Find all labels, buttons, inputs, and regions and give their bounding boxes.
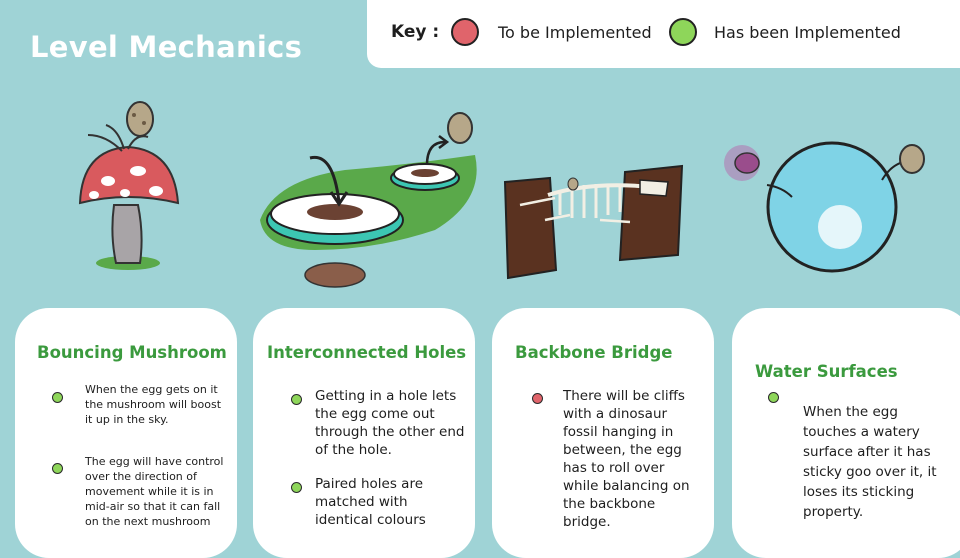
bullet-text: When the egg gets on it the mushroom wil… xyxy=(85,383,222,426)
card-title: Water Surfaces xyxy=(755,362,898,381)
holes-illustration xyxy=(260,112,477,288)
backbone-bridge-illustration xyxy=(503,164,684,280)
mechanic-card-bouncing-mushroom: Bouncing Mushroom When the egg gets on i… xyxy=(15,308,237,558)
egg-icon xyxy=(126,101,154,137)
status-dot-implemented xyxy=(291,482,302,493)
has-been-implemented-swatch xyxy=(669,18,697,46)
mechanic-card-water-surfaces: Water Surfaces When the egg touches a wa… xyxy=(732,308,960,558)
mushroom-illustration xyxy=(78,101,180,270)
card-title: Interconnected Holes xyxy=(267,343,467,362)
status-dot-implemented xyxy=(291,394,302,405)
card-title: Backbone Bridge xyxy=(515,343,673,362)
key-label: Key : xyxy=(391,22,440,42)
bullet-text: When the egg touches a watery surface af… xyxy=(803,404,937,520)
card-title: Bouncing Mushroom xyxy=(37,343,227,362)
egg-icon xyxy=(899,144,925,174)
water-surface-illustration xyxy=(724,141,925,273)
mechanic-card-backbone-bridge: Backbone Bridge There will be cliffs wit… xyxy=(492,308,714,558)
page-title: Level Mechanics xyxy=(30,30,303,64)
mechanic-card-interconnected-holes: Interconnected Holes Getting in a hole l… xyxy=(253,308,475,558)
status-dot-implemented xyxy=(52,392,63,403)
status-dot-implemented xyxy=(52,463,63,474)
has-been-implemented-label: Has been Implemented xyxy=(714,23,901,42)
to-be-implemented-label: To be Implemented xyxy=(498,23,652,42)
egg-icon xyxy=(567,177,579,191)
egg-icon xyxy=(447,112,473,144)
bullet-text: There will be cliffs with a dinosaur fos… xyxy=(563,388,690,530)
to-be-implemented-swatch xyxy=(451,18,479,46)
bullet-text: Paired holes are matched with identical … xyxy=(315,476,426,528)
bullet-text: Getting in a hole lets the egg come out … xyxy=(315,388,465,458)
status-dot-to-be-implemented xyxy=(532,393,543,404)
bullet-text: The egg will have control over the direc… xyxy=(85,455,224,528)
key-legend: Key : To be Implemented Has been Impleme… xyxy=(367,0,960,68)
status-dot-implemented xyxy=(768,392,779,403)
